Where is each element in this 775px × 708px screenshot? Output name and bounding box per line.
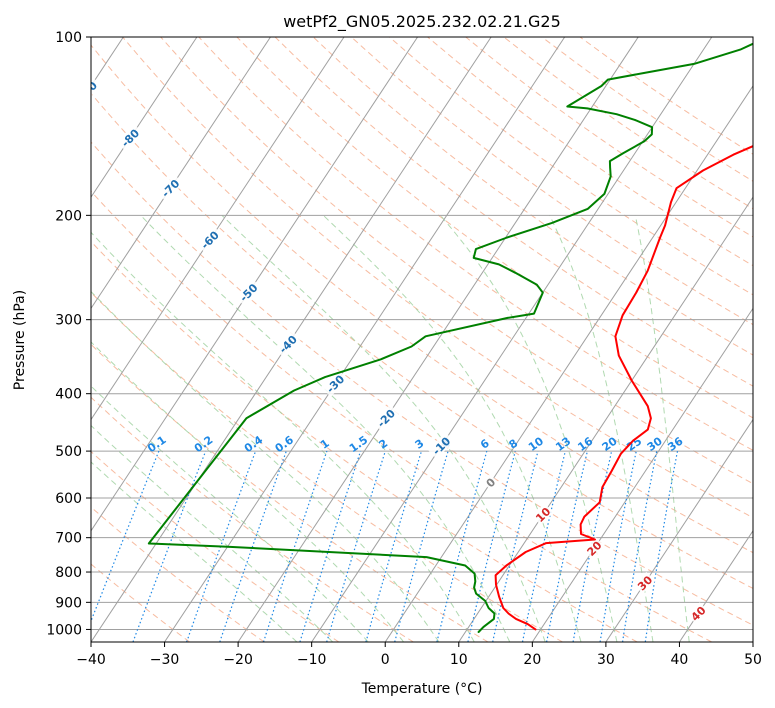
isotherm-label-bg — [582, 537, 605, 560]
y-tick-label: 600 — [55, 491, 82, 507]
mixing-ratio-line — [299, 450, 362, 642]
mixing-ratio-line — [521, 450, 566, 642]
isotherm-label-bg — [427, 432, 455, 459]
isotherm-label-bg — [531, 503, 554, 526]
moist-adiabat-line — [634, 215, 690, 642]
dewpoint-profile-line — [147, 42, 753, 633]
isotherm-label-bg — [633, 571, 656, 594]
x-tick-label: −20 — [223, 652, 253, 668]
isotherm-label-bg — [234, 278, 262, 306]
plot-frame — [90, 36, 754, 643]
dry-adiabat-line — [91, 343, 489, 642]
mixing-ratio-line — [132, 450, 207, 642]
dry-adiabat-line — [91, 506, 265, 642]
dry-adiabat-line — [91, 141, 753, 626]
dry-adiabat-line — [91, 291, 563, 642]
x-tick-label: 0 — [381, 652, 390, 668]
isotherm-label-bg — [25, 33, 57, 65]
isotherm-label-bg — [372, 404, 400, 432]
y-tick-label: 100 — [55, 30, 82, 46]
isotherm-label-bg — [686, 602, 709, 625]
isotherm-label-bg — [481, 473, 499, 491]
mixing-ratio-line — [467, 450, 516, 642]
isotherm-line — [752, 641, 753, 642]
moist-adiabat-line — [91, 290, 440, 642]
moist-adiabat-line — [322, 214, 582, 642]
dry-adiabat-line — [198, 37, 753, 451]
y-tick-label: 500 — [55, 444, 82, 460]
y-tick-label: 1000 — [46, 622, 82, 638]
mixing-ratio-line — [394, 450, 449, 642]
isotherm-line — [91, 37, 419, 532]
y-tick-label: 700 — [55, 531, 82, 547]
y-axis-label: Pressure (hPa) — [12, 290, 28, 390]
moist-adiabats — [91, 214, 690, 642]
isobars — [91, 37, 753, 630]
x-tick-label: 40 — [671, 652, 689, 668]
isotherm-label: -90 — [77, 79, 100, 102]
isotherm-line — [458, 196, 753, 642]
moist-adiabat-line — [221, 214, 546, 642]
isotherm-line — [384, 85, 753, 642]
x-axis-label: Temperature (°C) — [361, 681, 483, 697]
moist-adiabat-line — [91, 424, 334, 642]
mixing-ratio-line — [91, 450, 160, 623]
isotherm-label: -100 — [28, 35, 57, 64]
y-tick-label: 900 — [55, 595, 82, 611]
moist-adiabat-line — [91, 231, 475, 642]
mixing-ratio-line — [219, 450, 287, 642]
isotherm-label-bg — [116, 124, 144, 151]
isotherms — [91, 37, 753, 642]
moist-adiabat-line — [91, 341, 404, 642]
isotherm-line — [237, 37, 639, 642]
y-tick-label: 800 — [55, 565, 82, 581]
x-tick-label: −40 — [76, 652, 106, 668]
isotherm-line — [679, 529, 753, 642]
y-tick-label: 400 — [55, 387, 82, 403]
x-tick-label: −30 — [150, 652, 180, 668]
isotherm-line — [91, 37, 271, 310]
dry-adiabat-line — [91, 190, 712, 642]
dry-adiabat-line — [274, 37, 753, 387]
isotherm-label-bg — [156, 174, 184, 202]
isotherm-line — [311, 37, 713, 642]
dry-adiabat-line — [91, 92, 753, 589]
isotherm-label-bg — [196, 226, 223, 253]
x-tick-label: 30 — [597, 652, 615, 668]
isotherm-line — [164, 37, 566, 642]
dry-adiabat-line — [91, 240, 638, 642]
isotherm-line — [605, 418, 753, 642]
isotherm-line — [91, 37, 345, 421]
mixing-ratio-line — [262, 450, 328, 642]
y-tick-label: 200 — [55, 208, 82, 224]
x-tick-label: −10 — [297, 652, 327, 668]
x-tick-label: 10 — [450, 652, 468, 668]
temperature-profile-line — [494, 145, 753, 631]
moist-adiabat-line — [440, 214, 618, 642]
moist-adiabat-line — [91, 461, 298, 642]
x-tick-label: 20 — [523, 652, 541, 668]
isotherm-label-bg — [274, 330, 302, 358]
mixing-ratio-line — [186, 450, 257, 642]
x-tick-label: 50 — [744, 652, 762, 668]
isotherm-label-bg — [91, 76, 102, 104]
moist-adiabat-line — [91, 385, 369, 642]
moist-adiabat-line — [549, 215, 654, 642]
mixing-ratio-line — [326, 450, 386, 642]
dry-adiabat-line — [389, 37, 753, 296]
mixing-ratio-line — [365, 450, 423, 642]
chart-title: wetPf2_GN05.2025.232.02.21.G25 — [283, 12, 561, 32]
isotherm-label-bg — [321, 370, 349, 397]
moist-adiabat-line — [140, 214, 511, 642]
y-tick-label: 300 — [55, 313, 82, 329]
